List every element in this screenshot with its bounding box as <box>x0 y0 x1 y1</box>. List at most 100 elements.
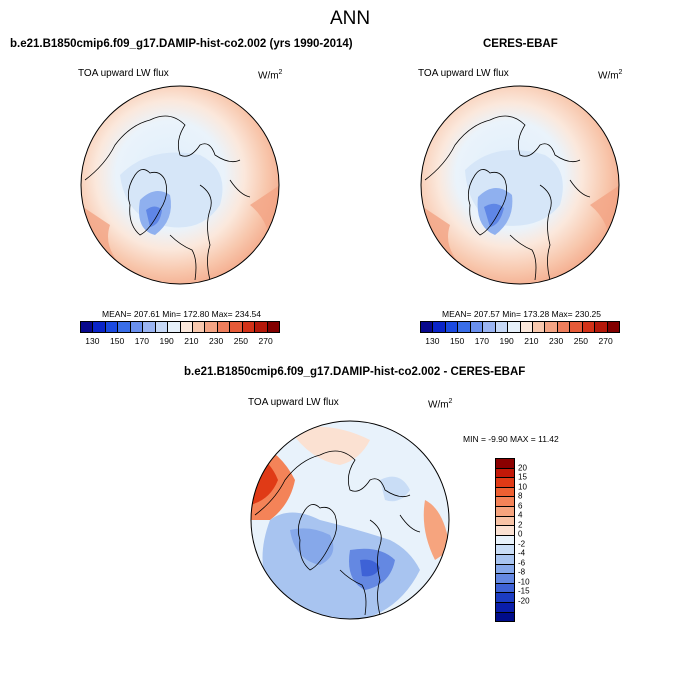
panel3-units: W/m2 <box>428 398 453 411</box>
colorbar-swatch <box>93 322 106 332</box>
panel2-colorbar <box>420 321 620 333</box>
panel3-stats: MIN = -9.90 MAX = 11.42 <box>463 434 559 444</box>
colorbar-tick-label: 10 <box>518 482 527 492</box>
colorbar-swatch <box>242 322 256 332</box>
colorbar-swatch <box>496 602 514 613</box>
colorbar-tick-label: -20 <box>518 596 530 606</box>
panel1-case-title: b.e21.B1850cmip6.f09_g17.DAMIP-hist-co2.… <box>10 38 353 50</box>
panel3-variable-label: TOA upward LW flux <box>248 397 339 408</box>
colorbar-tick-label: 6 <box>518 501 523 511</box>
colorbar-swatch <box>192 322 206 332</box>
panel1-polar-map <box>80 85 280 285</box>
colorbar-tick-label: -6 <box>518 558 526 568</box>
panel2-case-title: CERES-EBAF <box>483 38 558 50</box>
colorbar-swatch <box>496 574 514 584</box>
colorbar-swatch <box>496 478 514 488</box>
colorbar-swatch <box>81 322 94 332</box>
colorbar-swatch <box>458 322 471 332</box>
colorbar-tick-label: 230 <box>549 336 564 346</box>
colorbar-swatch <box>545 322 558 332</box>
colorbar-tick-label: 20 <box>518 463 527 473</box>
panel1-units: W/m2 <box>258 69 283 82</box>
colorbar-tick-label: -10 <box>518 577 530 587</box>
colorbar-swatch <box>508 322 521 332</box>
colorbar-tick-label: 190 <box>499 336 514 346</box>
colorbar-swatch <box>496 612 514 622</box>
colorbar-swatch <box>496 468 514 479</box>
colorbar-swatch <box>520 322 533 332</box>
colorbar-tick-label: 210 <box>184 336 199 346</box>
colorbar-swatch <box>217 322 231 332</box>
colorbar-swatch <box>105 322 119 332</box>
panel1-variable-label: TOA upward LW flux <box>78 68 169 79</box>
colorbar-swatch <box>496 535 514 546</box>
panel2-colorbar-ticks: 130 150 170 190 210 230 250 270 <box>420 336 620 348</box>
colorbar-swatch <box>205 322 218 332</box>
colorbar-swatch <box>168 322 181 332</box>
colorbar-swatch <box>595 322 608 332</box>
colorbar-swatch <box>496 516 514 527</box>
panel1-stats: MEAN= 207.61 Min= 172.80 Max= 234.54 <box>102 309 262 319</box>
colorbar-swatch <box>607 322 619 332</box>
panel3-colorbar-ticks: 20 15 10 8 6 4 2 0 -2 -4 -6 -8 -10 -15 -20 <box>518 458 548 620</box>
colorbar-swatch <box>267 322 279 332</box>
colorbar-tick-label: -2 <box>518 539 526 549</box>
colorbar-tick-label: 170 <box>134 336 149 346</box>
colorbar-swatch <box>496 497 514 507</box>
panel1-colorbar-ticks: 130 150 170 190 210 230 250 270 <box>80 336 280 348</box>
colorbar-tick-label: 250 <box>573 336 588 346</box>
colorbar-swatch <box>155 322 169 332</box>
panel2-units: W/m2 <box>598 69 623 82</box>
panel2-polar-map <box>420 85 620 285</box>
colorbar-swatch <box>445 322 459 332</box>
colorbar-swatch <box>495 322 509 332</box>
colorbar-swatch <box>483 322 496 332</box>
colorbar-tick-label: 130 <box>425 336 440 346</box>
colorbar-swatch <box>496 593 514 603</box>
colorbar-swatch <box>496 545 514 555</box>
colorbar-swatch <box>130 322 144 332</box>
panel2-stats: MEAN= 207.57 Min= 173.28 Max= 230.25 <box>442 309 602 319</box>
colorbar-swatch <box>496 554 514 565</box>
colorbar-swatch <box>496 487 514 498</box>
colorbar-tick-label: -15 <box>518 586 530 596</box>
colorbar-swatch <box>230 322 243 332</box>
panel2-variable-label: TOA upward LW flux <box>418 68 509 79</box>
colorbar-tick-label: 230 <box>209 336 224 346</box>
colorbar-tick-label: 150 <box>450 336 465 346</box>
colorbar-swatch <box>496 564 514 575</box>
colorbar-tick-label: 270 <box>258 336 273 346</box>
colorbar-tick-label: 250 <box>233 336 248 346</box>
colorbar-swatch <box>470 322 484 332</box>
colorbar-swatch <box>496 526 514 536</box>
colorbar-swatch <box>582 322 596 332</box>
colorbar-tick-label: 270 <box>598 336 613 346</box>
colorbar-swatch <box>421 322 434 332</box>
panel3-case-title: b.e21.B1850cmip6.f09_g17.DAMIP-hist-co2.… <box>184 366 526 378</box>
panel3-colorbar <box>495 458 515 622</box>
panel1-colorbar <box>80 321 280 333</box>
colorbar-tick-label: 0 <box>518 529 523 539</box>
colorbar-tick-label: 170 <box>474 336 489 346</box>
colorbar-swatch <box>180 322 193 332</box>
panel3-difference-map <box>250 420 450 620</box>
colorbar-tick-label: 210 <box>524 336 539 346</box>
colorbar-swatch <box>496 506 514 517</box>
colorbar-swatch <box>557 322 571 332</box>
colorbar-tick-label: 15 <box>518 472 527 482</box>
colorbar-swatch <box>433 322 446 332</box>
colorbar-tick-label: 2 <box>518 520 523 530</box>
colorbar-swatch <box>255 322 268 332</box>
coastline-outline <box>84 115 251 281</box>
colorbar-tick-label: -8 <box>518 567 526 577</box>
colorbar-tick-label: 4 <box>518 510 523 520</box>
colorbar-tick-label: 8 <box>518 491 523 501</box>
colorbar-swatch <box>496 459 514 469</box>
colorbar-swatch <box>496 583 514 594</box>
colorbar-tick-label: -4 <box>518 548 526 558</box>
figure-title: ANN <box>329 8 371 29</box>
colorbar-tick-label: 130 <box>85 336 100 346</box>
colorbar-swatch <box>143 322 156 332</box>
colorbar-swatch <box>570 322 583 332</box>
colorbar-swatch <box>118 322 131 332</box>
